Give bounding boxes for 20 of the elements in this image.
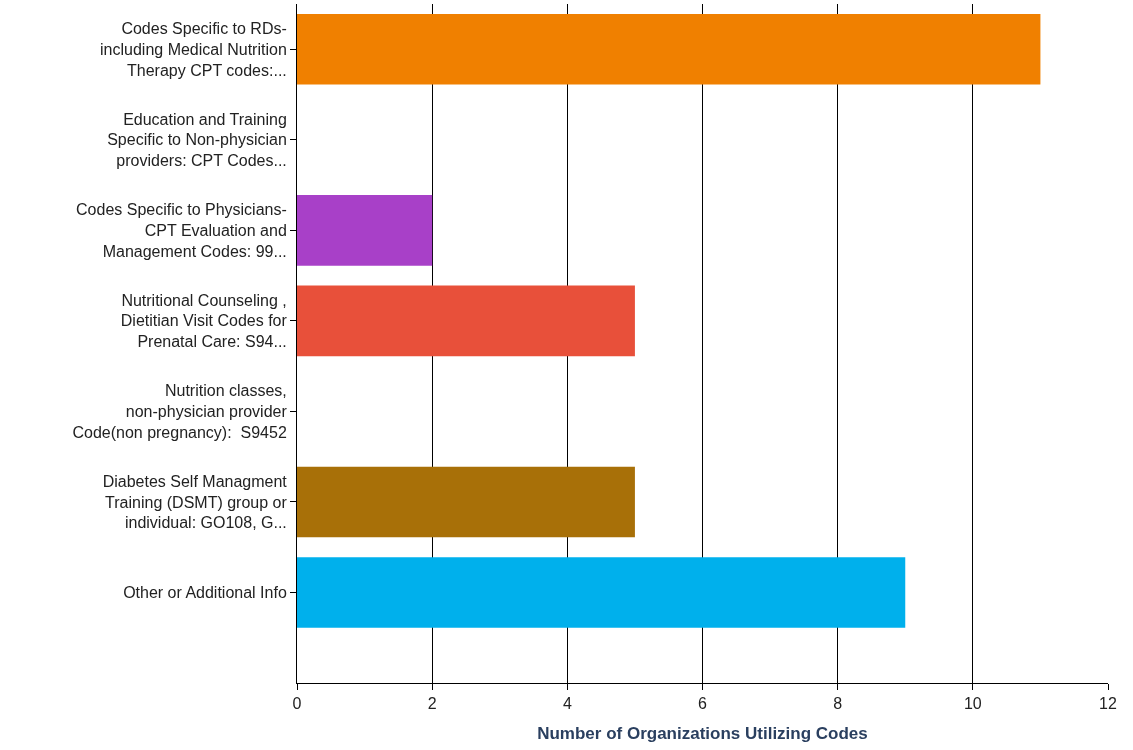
y-tick-label: Diabetes Self Managment Training (DSMT) group or individual: GO108, G...	[102, 472, 288, 532]
x-tick-label: 4	[562, 695, 572, 713]
x-axis-title: Number of Organizations Utilizing Codes	[537, 723, 868, 743]
bar	[297, 195, 433, 266]
bar	[297, 285, 635, 357]
x-tick-label: 0	[292, 695, 302, 713]
y-tick-label: Codes Specific to Physicians- CPT Evaluation and Management Codes: 99...	[76, 201, 287, 260]
x-tick-label: 8	[833, 695, 843, 713]
x-tick-label: 2	[427, 695, 437, 713]
x-tick-label: 6	[698, 695, 708, 713]
bar	[297, 557, 906, 628]
y-tick-label: Other or Additional Info	[123, 584, 287, 602]
bar	[297, 466, 635, 538]
x-tick-label: 12	[1099, 695, 1117, 713]
y-tick-label: Nutritional Counseling , Dietitian Visit Codes for Prenatal Care: S94...	[120, 291, 288, 351]
y-tick-label: Nutrition classes, non-physician provider Code(non pregnancy): S9452	[72, 382, 288, 441]
bar	[297, 13, 1041, 85]
x-tick-label: 10	[963, 695, 982, 713]
y-tick-label: Codes Specific to RDs- including Medical Nutrition Therapy CPT codes:...	[100, 20, 287, 79]
y-tick-label: Education and Training Specific to Non-physician providers: CPT Codes...	[107, 110, 287, 170]
